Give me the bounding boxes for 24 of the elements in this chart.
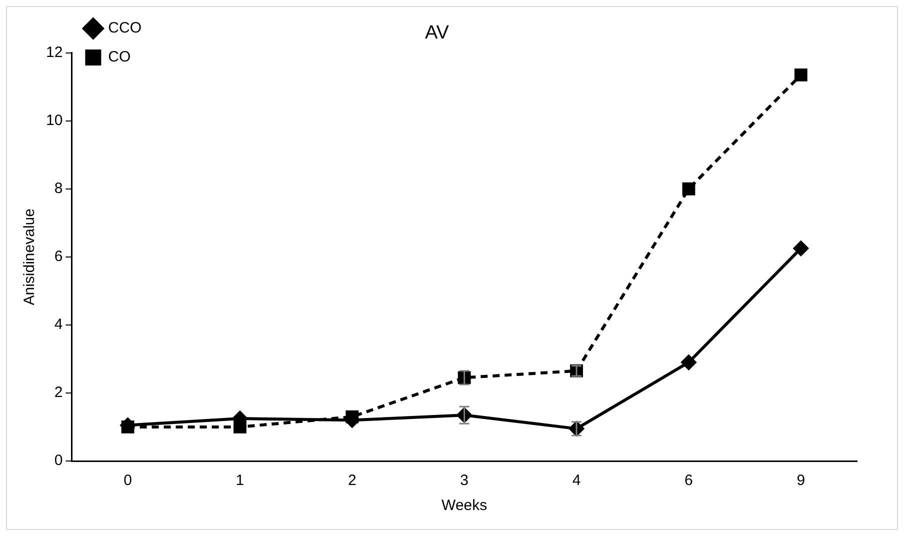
point — [794, 68, 808, 82]
y-tick-label: 4 — [54, 316, 63, 334]
y-tick-label: 10 — [46, 112, 63, 129]
legend-label: CCO — [108, 20, 142, 37]
point — [120, 418, 136, 433]
x-tick-label: 0 — [124, 472, 132, 490]
y-tick-label: 12 — [46, 44, 63, 61]
chart-title: AV — [425, 22, 450, 44]
x-tick-label: 9 — [796, 472, 806, 490]
x-tick-label: 3 — [460, 472, 469, 490]
point — [793, 240, 808, 256]
point — [681, 354, 696, 370]
x-tick-label: 4 — [572, 472, 581, 490]
legend-label: CO — [108, 48, 131, 66]
x-tick-label: 1 — [236, 472, 244, 490]
x-tick-label: 2 — [348, 472, 356, 490]
x-axis-title: Weeks — [442, 497, 488, 514]
y-tick-label: 2 — [54, 384, 63, 402]
y-axis-title: Anisidinevalue — [21, 208, 38, 306]
y-tick-label: 0 — [54, 452, 63, 470]
y-tick-label: 8 — [54, 180, 63, 198]
x-tick-label: 6 — [684, 472, 693, 490]
y-tick-label: 6 — [54, 248, 63, 266]
point — [682, 182, 696, 196]
